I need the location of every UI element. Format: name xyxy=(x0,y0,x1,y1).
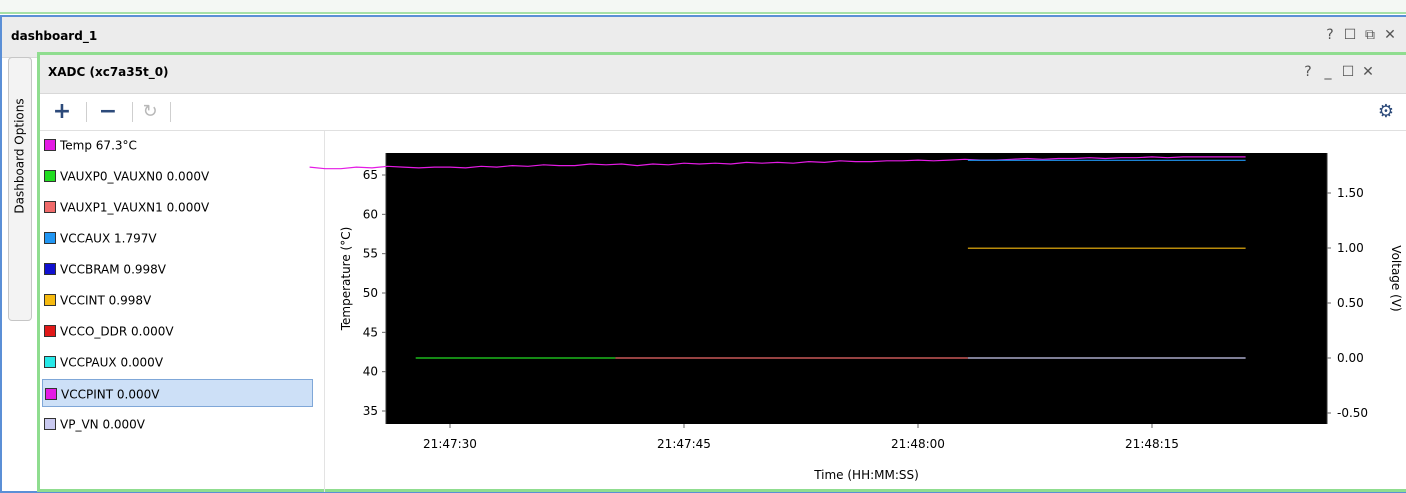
x-tick-label: 21:47:30 xyxy=(423,437,477,451)
y-tick-label: 60 xyxy=(363,207,378,221)
legend-item[interactable]: VAUXP1_VAUXN1 0.000V xyxy=(42,193,312,221)
legend-item[interactable]: VCCO_DDR 0.000V xyxy=(42,317,312,345)
x-tick-label: 21:48:00 xyxy=(891,437,945,451)
y2-tick-label: 1.50 xyxy=(1337,186,1364,200)
legend-swatch[interactable] xyxy=(44,169,56,182)
toolbar-separator xyxy=(86,102,87,122)
legend-label: VCCO_DDR 0.000V xyxy=(60,324,174,339)
toolbar-separator xyxy=(170,102,171,122)
maximize-icon[interactable]: ☐ xyxy=(1341,64,1355,80)
dashboard-options-label: Dashboard Options xyxy=(13,98,27,214)
series-temp-line xyxy=(309,156,1246,170)
y-tick-label: 45 xyxy=(363,325,378,339)
y2-axis-label: Voltage (V) xyxy=(1389,245,1403,311)
x-tick-label: 21:48:15 xyxy=(1125,437,1179,451)
legend-swatch[interactable] xyxy=(44,262,56,275)
y2-tick-label: 0.00 xyxy=(1337,351,1364,365)
legend-item[interactable]: VCCPAUX 0.000V xyxy=(42,348,312,376)
y-tick-label: 65 xyxy=(363,168,378,182)
y2-tick-label: 1.00 xyxy=(1337,241,1364,255)
legend-swatch[interactable] xyxy=(44,324,56,337)
help-icon[interactable]: ? xyxy=(1304,64,1312,80)
xadc-title-bar: XADC (xc7a35t_0) ? _ ☐ ✕ xyxy=(40,55,1406,94)
legend-label: VCCPINT 0.000V xyxy=(61,387,160,402)
legend-item[interactable]: VCCPINT 0.000V xyxy=(42,379,313,407)
x-axis-label: Time (HH:MM:SS) xyxy=(813,468,919,482)
dashboard-options-tab[interactable]: Dashboard Options xyxy=(8,57,32,321)
help-icon[interactable]: ? xyxy=(1326,27,1334,43)
dashboard-title-bar: dashboard_1 ? ☐ ⧉ ✕ xyxy=(2,17,1406,58)
xadc-toolbar: + − ↻ ⚙ xyxy=(40,94,1406,131)
close-icon[interactable]: ✕ xyxy=(1384,27,1396,43)
legend-swatch[interactable] xyxy=(44,200,56,213)
y-tick-label: 40 xyxy=(363,365,378,379)
settings-icon[interactable]: ⚙ xyxy=(1377,101,1395,122)
xadc-panel: XADC (xc7a35t_0) ? _ ☐ ✕ + − ↻ ⚙ Temp 67.3°… xyxy=(37,52,1406,492)
add-icon[interactable]: + xyxy=(52,99,72,124)
float-icon[interactable]: ⧉ xyxy=(1365,27,1375,43)
toolbar-separator xyxy=(132,102,133,122)
top-strip xyxy=(0,0,1406,14)
legend-swatch[interactable] xyxy=(44,293,56,306)
legend-label: Temp 67.3°C xyxy=(60,138,137,153)
dashboard-title: dashboard_1 xyxy=(11,29,98,43)
legend-label: VP_VN 0.000V xyxy=(60,417,146,432)
refresh-icon[interactable]: ↻ xyxy=(142,101,158,122)
xadc-title: XADC (xc7a35t_0) xyxy=(48,65,169,79)
legend-item[interactable]: Temp 67.3°C xyxy=(42,131,312,159)
legend-item[interactable]: VCCINT 0.998V xyxy=(42,286,312,314)
remove-icon[interactable]: − xyxy=(98,99,118,124)
legend-label: VCCAUX 1.797V xyxy=(60,231,157,246)
sensor-legend: Temp 67.3°C VAUXP0_VAUXN0 0.000V VAUXP1_VA… xyxy=(40,131,325,492)
legend-item[interactable]: VCCAUX 1.797V xyxy=(42,224,312,252)
y2-tick-label: -0.50 xyxy=(1337,406,1368,420)
xadc-window-controls: ? _ ☐ ✕ xyxy=(1298,64,1378,80)
maximize-icon[interactable]: ☐ xyxy=(1343,27,1357,43)
minimize-icon[interactable]: _ xyxy=(1324,64,1332,80)
x-tick-label: 21:47:45 xyxy=(657,437,711,451)
dashboard-window-controls: ? ☐ ⧉ ✕ xyxy=(1320,27,1400,43)
legend-label: VCCPAUX 0.000V xyxy=(60,355,164,370)
legend-swatch[interactable] xyxy=(45,387,57,400)
y-axis-label: Temperature (°C) xyxy=(339,227,353,332)
legend-label: VAUXP1_VAUXN1 0.000V xyxy=(60,200,210,215)
y-tick-label: 50 xyxy=(363,286,378,300)
legend-swatch[interactable] xyxy=(44,138,56,151)
legend-swatch[interactable] xyxy=(44,355,56,368)
legend-label: VAUXP0_VAUXN0 0.000V xyxy=(60,169,210,184)
legend-swatch[interactable] xyxy=(44,417,56,430)
close-icon[interactable]: ✕ xyxy=(1362,64,1374,80)
legend-item[interactable]: VAUXP0_VAUXN0 0.000V xyxy=(42,162,312,190)
plot-area xyxy=(386,153,1327,424)
y-tick-label: 35 xyxy=(363,404,378,418)
legend-label: VCCBRAM 0.998V xyxy=(60,262,166,277)
legend-item[interactable]: VP_VN 0.000V xyxy=(42,410,312,438)
y-tick-label: 55 xyxy=(363,247,378,261)
xadc-chart: 35 40 45 50 55 60 65 -0.50 0.00 0.50 1.00 1.50 21:47… xyxy=(309,153,1403,482)
legend-label: VCCINT 0.998V xyxy=(60,293,152,308)
y2-tick-label: 0.50 xyxy=(1337,296,1364,310)
legend-swatch[interactable] xyxy=(44,231,56,244)
legend-item[interactable]: VCCBRAM 0.998V xyxy=(42,255,312,283)
